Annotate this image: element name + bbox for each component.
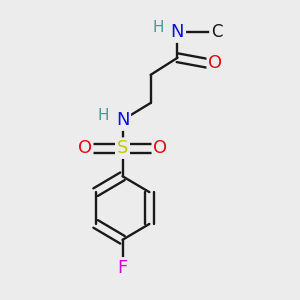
Text: C: C [211,23,222,41]
Text: N: N [116,111,129,129]
Text: S: S [117,139,128,157]
Text: H: H [152,20,164,35]
Text: N: N [171,23,184,41]
Text: O: O [208,54,222,72]
Text: F: F [117,259,128,277]
Text: O: O [78,139,92,157]
Text: O: O [153,139,167,157]
Text: H: H [97,108,109,123]
